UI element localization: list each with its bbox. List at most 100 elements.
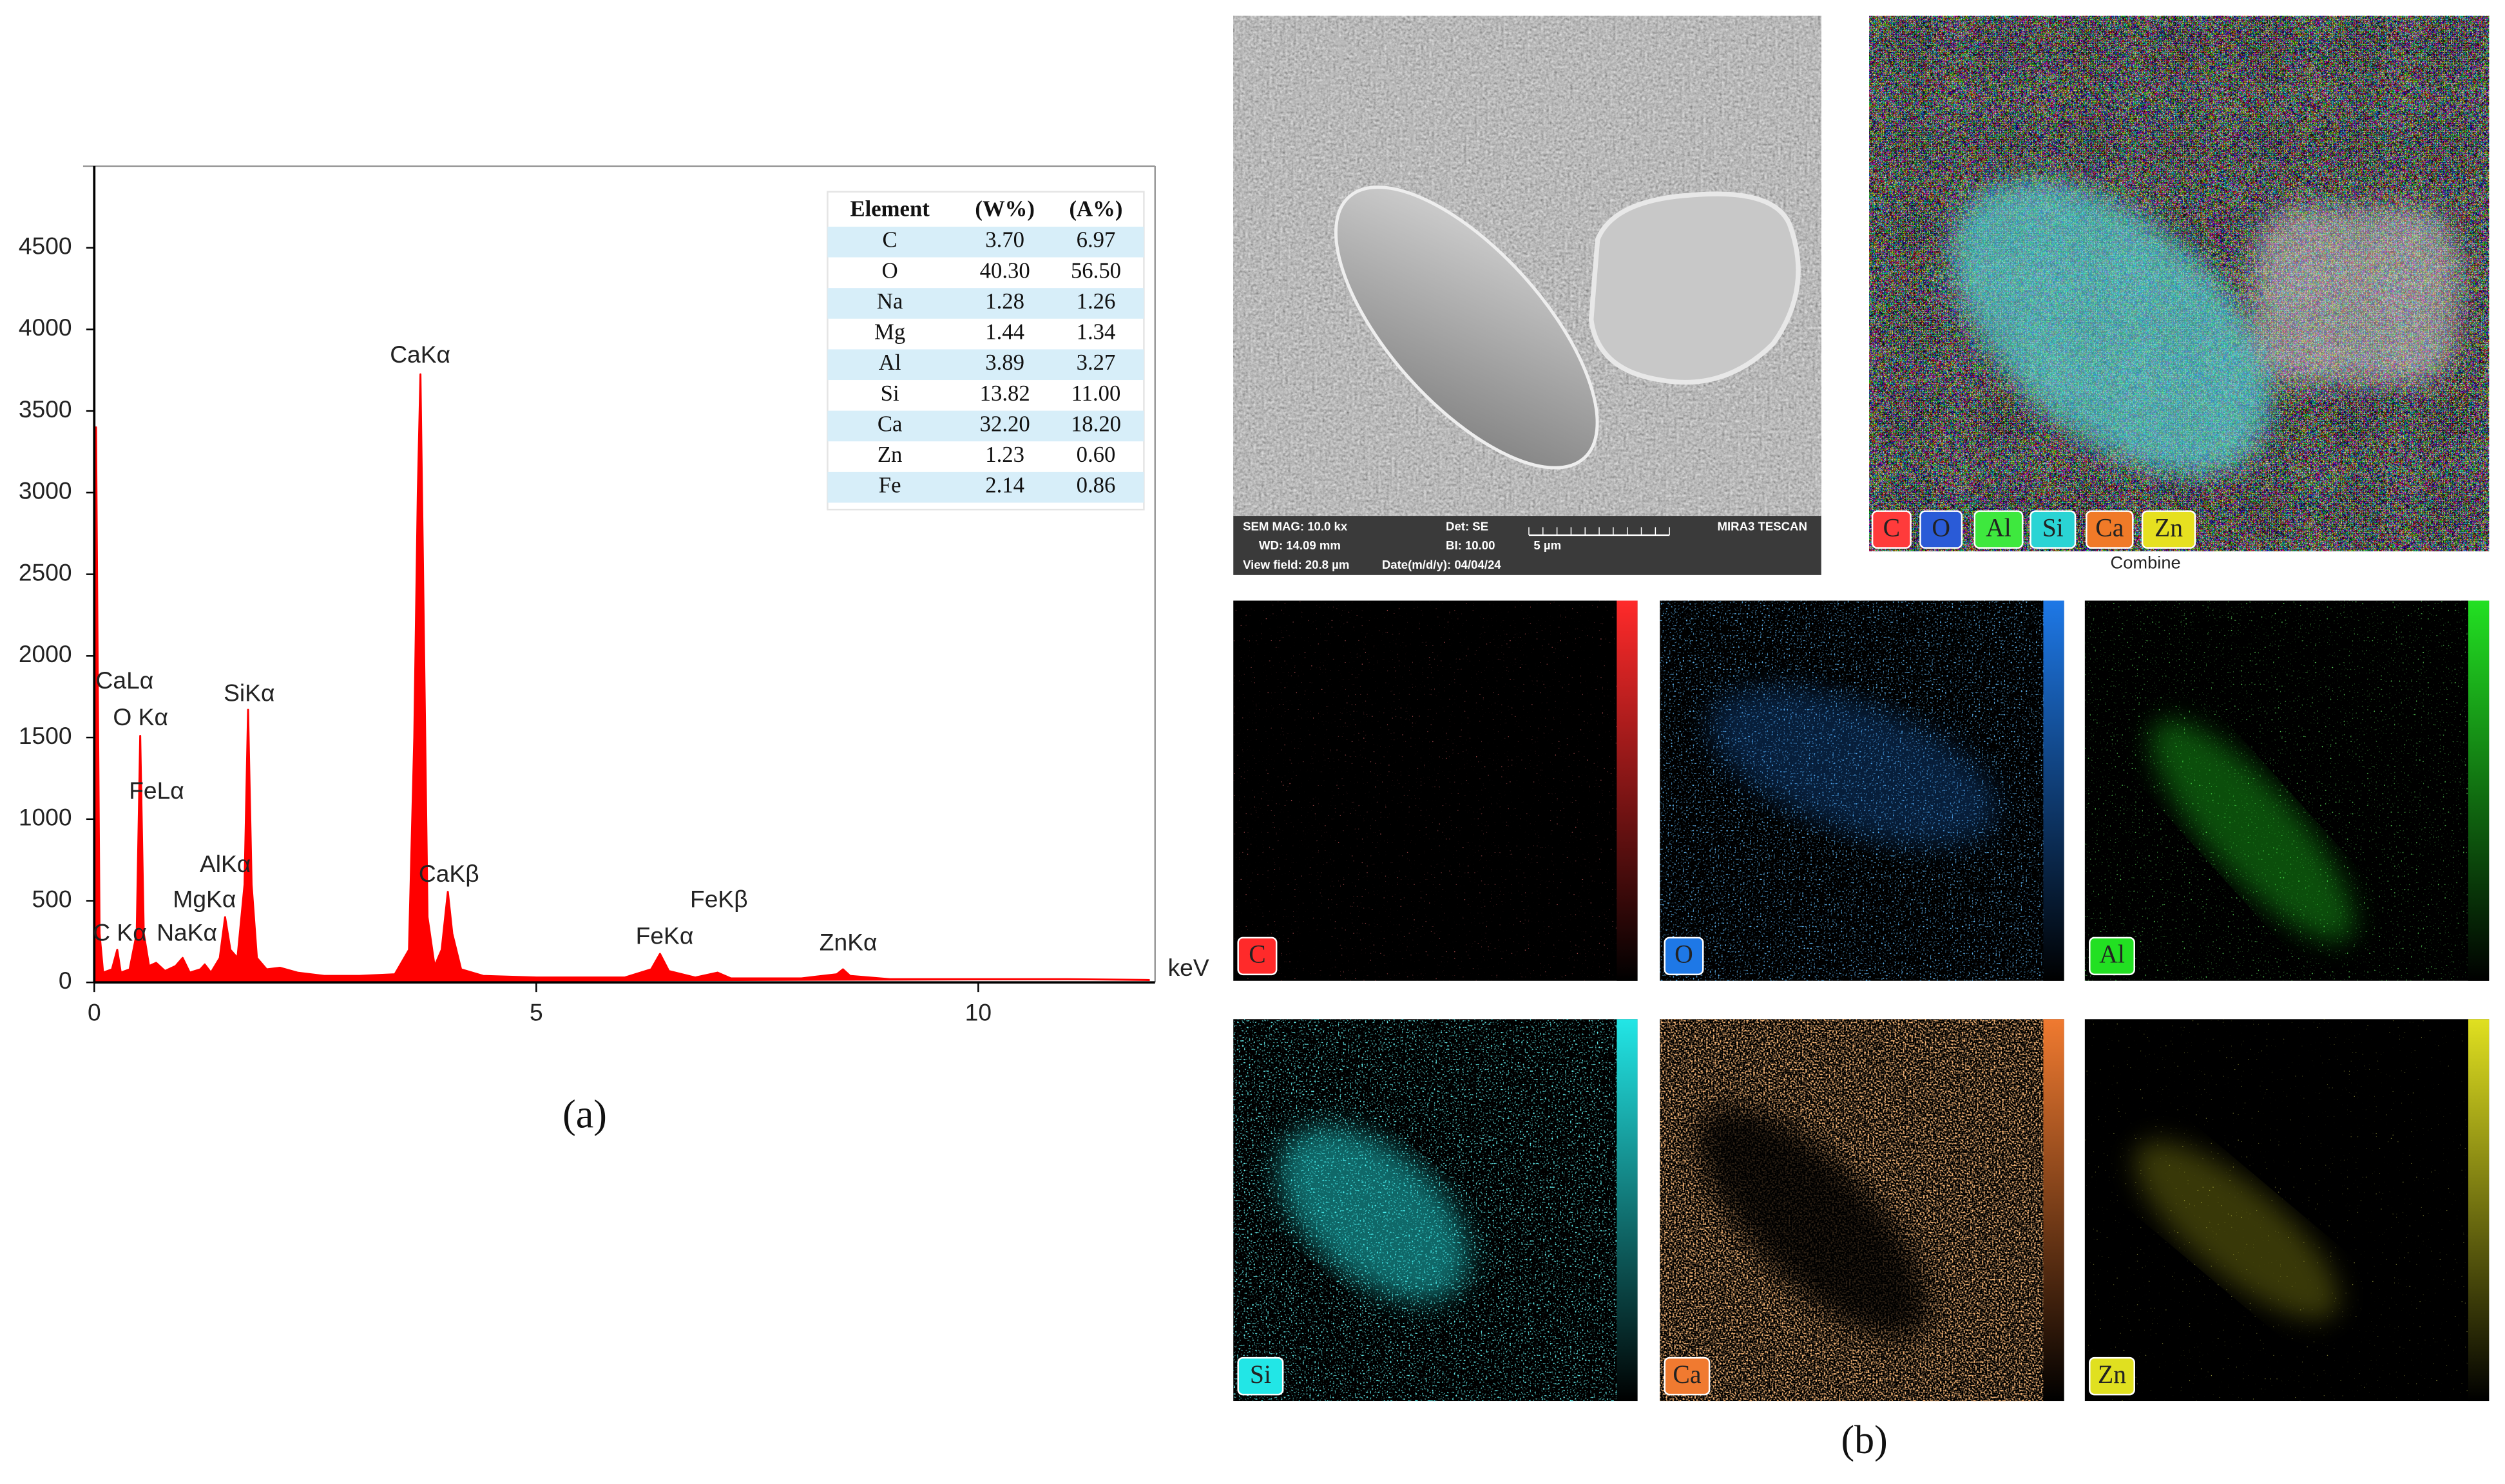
table-header: Element (850, 196, 930, 221)
table-cell: O (882, 258, 898, 283)
sem-info-text: MIRA3 TESCAN (1718, 519, 1807, 533)
y-tick-label: 4000 (19, 314, 72, 341)
map-label: Si (1250, 1360, 1271, 1389)
x-tick-label: 10 (965, 999, 992, 1026)
y-tick-label: 3500 (19, 395, 72, 423)
table-row-band (827, 410, 1144, 442)
table-cell: 0.86 (1077, 473, 1116, 498)
map-color-bar (1617, 600, 1638, 981)
table-cell: Fe (879, 473, 901, 498)
sem-info-text: Date(m/d/y): 04/04/24 (1382, 558, 1501, 571)
peak-label: CaKα (390, 341, 450, 368)
peak-label: O Kα (113, 703, 168, 730)
table-cell: 56.50 (1071, 258, 1121, 283)
combined-legend-label: Zn (2155, 513, 2183, 542)
map-color-bar (2043, 1019, 2064, 1402)
map-label-box (2089, 1356, 2135, 1396)
y-tick-label: 500 (32, 885, 72, 912)
table-header: (W%) (975, 196, 1035, 221)
peak-label: MgKα (173, 886, 236, 913)
table-cell: Si (881, 381, 899, 406)
y-tick-label: 2000 (19, 640, 72, 667)
table-cell: 0.60 (1077, 442, 1116, 467)
map-label: Zn (2098, 1360, 2126, 1389)
table-cell: 6.97 (1077, 227, 1116, 252)
combined-particle (1952, 180, 2272, 475)
table-cell: 13.82 (980, 381, 1030, 406)
peak-label: CaLα (96, 667, 154, 694)
peak-label: FeKβ (690, 886, 748, 913)
table-row-band (827, 288, 1144, 319)
peak-label: NaKα (157, 919, 217, 946)
table-row-band (827, 471, 1144, 503)
y-tick-label: 0 (59, 967, 72, 994)
map-label-box (1237, 937, 1278, 976)
map-particle (2151, 719, 2355, 942)
combined-legend-box (2141, 510, 2196, 549)
map-label-box (1664, 937, 1704, 976)
table-header: (A%) (1070, 196, 1123, 221)
map-label: Ca (1673, 1360, 1701, 1389)
y-tick-label: 3000 (19, 477, 72, 504)
table-cell: Na (877, 289, 903, 314)
sem-info-text: View field: 20.8 µm (1243, 558, 1349, 571)
map-label-box (2089, 937, 2135, 976)
x-tick-label: 5 (530, 999, 543, 1026)
sem-info-text: WD: 14.09 mm (1259, 538, 1341, 552)
table-cell: 3.70 (985, 227, 1024, 252)
combined-legend-label: Al (1986, 513, 2011, 542)
map-particle (1278, 1127, 1469, 1301)
table-cell: 1.34 (1077, 319, 1116, 345)
table-cell: C (883, 227, 897, 252)
sem-info-bar (1233, 516, 1821, 575)
map-color-bar (2043, 600, 2064, 981)
peak-label: ZnKα (820, 929, 878, 956)
map-particle (1697, 1106, 1929, 1338)
map-particle (2135, 1141, 2339, 1319)
combined-map: C O Al Si Ca Zn (1869, 15, 2490, 551)
map-label-box (1237, 1356, 1284, 1396)
table-cell: 40.30 (980, 258, 1030, 283)
table-cell: 1.44 (985, 319, 1024, 345)
sem-info-text: SEM MAG: 10.0 kx (1243, 519, 1348, 533)
y-tick-label: 1000 (19, 804, 72, 831)
caption-a: (a) (562, 1092, 607, 1136)
table-cell: Mg (874, 319, 905, 345)
combined-cluster (2252, 207, 2461, 384)
sem-image: SEM MAG: 10.0 kx Det: SE MIRA3 TESCAN WD: 1… (1233, 15, 1821, 575)
spectrum (93, 373, 1150, 983)
caption-b: (b) (1841, 1418, 1888, 1462)
map-label-box (1664, 1356, 1711, 1396)
peak-label: CaKβ (419, 860, 479, 887)
combined-legend-label: Ca (2095, 513, 2124, 542)
y-tick-label: 4500 (19, 232, 72, 259)
peak-label: C Kα (93, 919, 146, 946)
x-tick-label: 0 (88, 999, 101, 1026)
table-row-band (827, 349, 1144, 381)
map-label: Al (2099, 940, 2125, 969)
sem-particle (1334, 186, 1599, 470)
map-color-bar (2468, 600, 2490, 981)
table-cell: 11.00 (1071, 381, 1121, 406)
y-tick-label: 1500 (19, 722, 72, 749)
combined-legend-box (2030, 510, 2077, 549)
map-label: C (1249, 940, 1265, 969)
map-noise (2084, 600, 2468, 981)
table-cell: Ca (878, 411, 903, 436)
table-cell: Zn (878, 442, 903, 467)
map-particle (1709, 687, 1998, 846)
combined-legend-box (1871, 510, 1912, 549)
table-cell: 32.20 (980, 411, 1030, 436)
sem-surface-fold (1277, 30, 1415, 176)
map-label: O (1675, 940, 1693, 969)
combined-legend-box (1919, 510, 1963, 549)
x-axis-label: keV (1168, 954, 1209, 981)
table-cell: Al (879, 350, 901, 375)
element-map: O (1660, 600, 2064, 981)
peak-label: FeLα (129, 777, 184, 804)
map-color-bar (2468, 1019, 2490, 1402)
combined-legend-box (2086, 510, 2134, 549)
table-cell: 18.20 (1071, 411, 1121, 436)
y-tick-label: 2500 (19, 558, 72, 585)
